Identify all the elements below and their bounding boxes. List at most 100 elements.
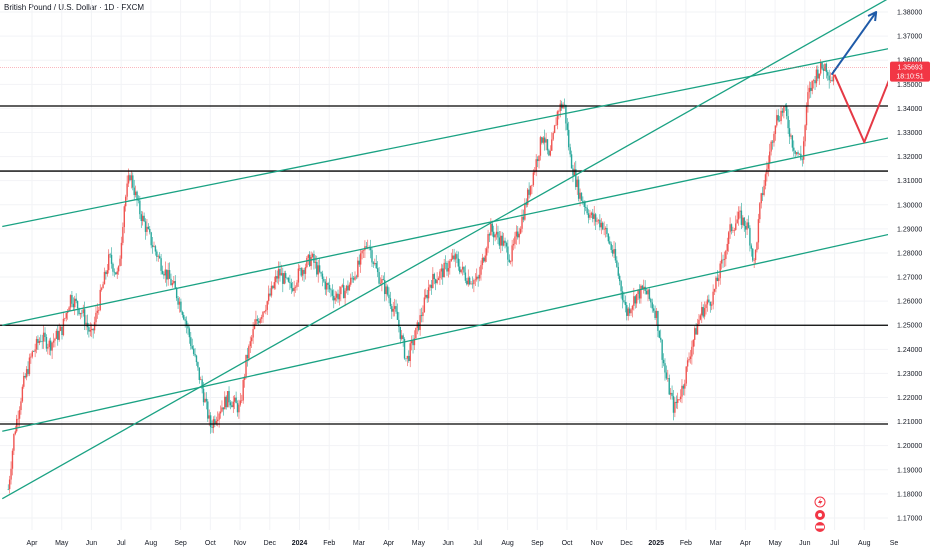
candle-body — [37, 338, 39, 343]
candle-body — [250, 337, 253, 342]
candle-body — [384, 279, 386, 295]
channel-line-3[interactable] — [1, 0, 903, 500]
y-tick-label: 1.37000 — [897, 34, 922, 41]
y-tick-label: 1.31000 — [897, 178, 922, 185]
candle-body — [187, 325, 189, 329]
channel-line-2[interactable] — [2, 230, 904, 432]
event-icons[interactable] — [814, 496, 826, 532]
candle-body — [207, 401, 209, 419]
candle-body — [378, 272, 380, 284]
candle-body — [497, 231, 499, 238]
candle-body — [556, 111, 559, 126]
candle-body — [709, 301, 711, 306]
candle-body — [82, 309, 84, 314]
candle-body — [102, 284, 104, 289]
candle-body — [583, 202, 586, 207]
candle-body — [144, 221, 147, 232]
candle-body — [260, 317, 263, 319]
candle-body — [301, 269, 304, 276]
channel-line-1[interactable] — [2, 134, 904, 326]
candle-body — [40, 340, 42, 342]
candle-body — [389, 298, 392, 307]
candle-body — [791, 135, 794, 148]
candle-body — [447, 268, 450, 272]
candle-body — [589, 215, 591, 218]
candle-body — [354, 276, 356, 280]
candle-body — [156, 251, 158, 257]
candle-body — [672, 396, 675, 413]
x-tick-label: Feb — [680, 540, 692, 547]
candle-body — [160, 258, 162, 271]
candle-body — [215, 421, 217, 424]
candle-body — [359, 253, 362, 265]
candle-body — [650, 298, 652, 303]
projection-arrow-1[interactable] — [833, 59, 898, 144]
candle-body — [188, 328, 191, 338]
x-tick-label: May — [55, 540, 69, 547]
price-axis[interactable]: 1.17000 1.18000 1.19000 1.20000 1.21000 1.220… — [897, 10, 922, 523]
candle-body — [117, 266, 120, 272]
candle-body — [778, 120, 781, 122]
candle-body — [45, 337, 48, 349]
channel-line-0[interactable] — [2, 45, 904, 228]
candles — [7, 59, 835, 494]
candle-body — [723, 258, 726, 260]
candle-body — [258, 320, 260, 323]
candle-body — [590, 212, 593, 216]
candle-body — [85, 322, 87, 325]
candle-body — [423, 297, 426, 313]
candle-body — [263, 311, 266, 313]
candle-body — [828, 75, 830, 81]
candle-body — [115, 272, 117, 275]
candle-body — [272, 285, 274, 289]
candle-body — [555, 125, 557, 126]
candle-body — [14, 431, 16, 434]
candle-body — [17, 418, 19, 420]
candle-body — [739, 210, 741, 212]
candle-body — [299, 268, 301, 269]
candle-body — [652, 308, 655, 311]
candle-body — [381, 279, 383, 284]
horizontal-levels[interactable] — [0, 105, 888, 425]
candle-body — [221, 407, 223, 412]
candle-body — [222, 407, 225, 410]
candle-body — [290, 283, 293, 289]
candle-body — [98, 309, 100, 311]
candle-body — [34, 349, 36, 352]
x-tick-label: Feb — [323, 540, 335, 547]
y-tick-label: 1.30000 — [897, 202, 922, 209]
candle-body — [535, 159, 537, 171]
candle-body — [829, 80, 832, 81]
candle-body — [617, 266, 619, 276]
candle-body — [579, 192, 581, 199]
candle-body — [371, 250, 373, 263]
candle-body — [297, 268, 300, 283]
candle-body — [252, 329, 254, 338]
candle-body — [822, 68, 825, 71]
projection-arrow-0[interactable] — [830, 11, 877, 76]
candle-body — [18, 410, 21, 419]
candle-body — [13, 433, 15, 451]
candle-body — [430, 284, 433, 289]
candle-body — [577, 179, 580, 199]
candle-body — [522, 216, 525, 220]
y-tick-label: 1.20000 — [897, 443, 922, 450]
x-tick-label: 2025 — [648, 540, 664, 547]
x-tick-label: 2024 — [292, 540, 308, 547]
candle-body — [774, 125, 777, 134]
candle-body — [566, 123, 569, 130]
candle-body — [323, 278, 325, 282]
time-axis[interactable]: Apr May Jun Jul Aug Sep Oct Nov Dec 2024 Feb Mar Apr… — [27, 540, 899, 547]
x-tick-label: Apr — [740, 540, 752, 547]
candle-body — [603, 229, 605, 230]
candle-body — [585, 206, 587, 208]
candle-body — [369, 247, 372, 251]
candle-body — [703, 308, 706, 317]
candle-body — [641, 285, 644, 289]
candle-body — [720, 259, 723, 264]
candle-body — [249, 341, 251, 347]
channel-lines[interactable] — [1, 0, 904, 500]
candle-body — [232, 401, 234, 408]
candle-body — [217, 419, 219, 422]
